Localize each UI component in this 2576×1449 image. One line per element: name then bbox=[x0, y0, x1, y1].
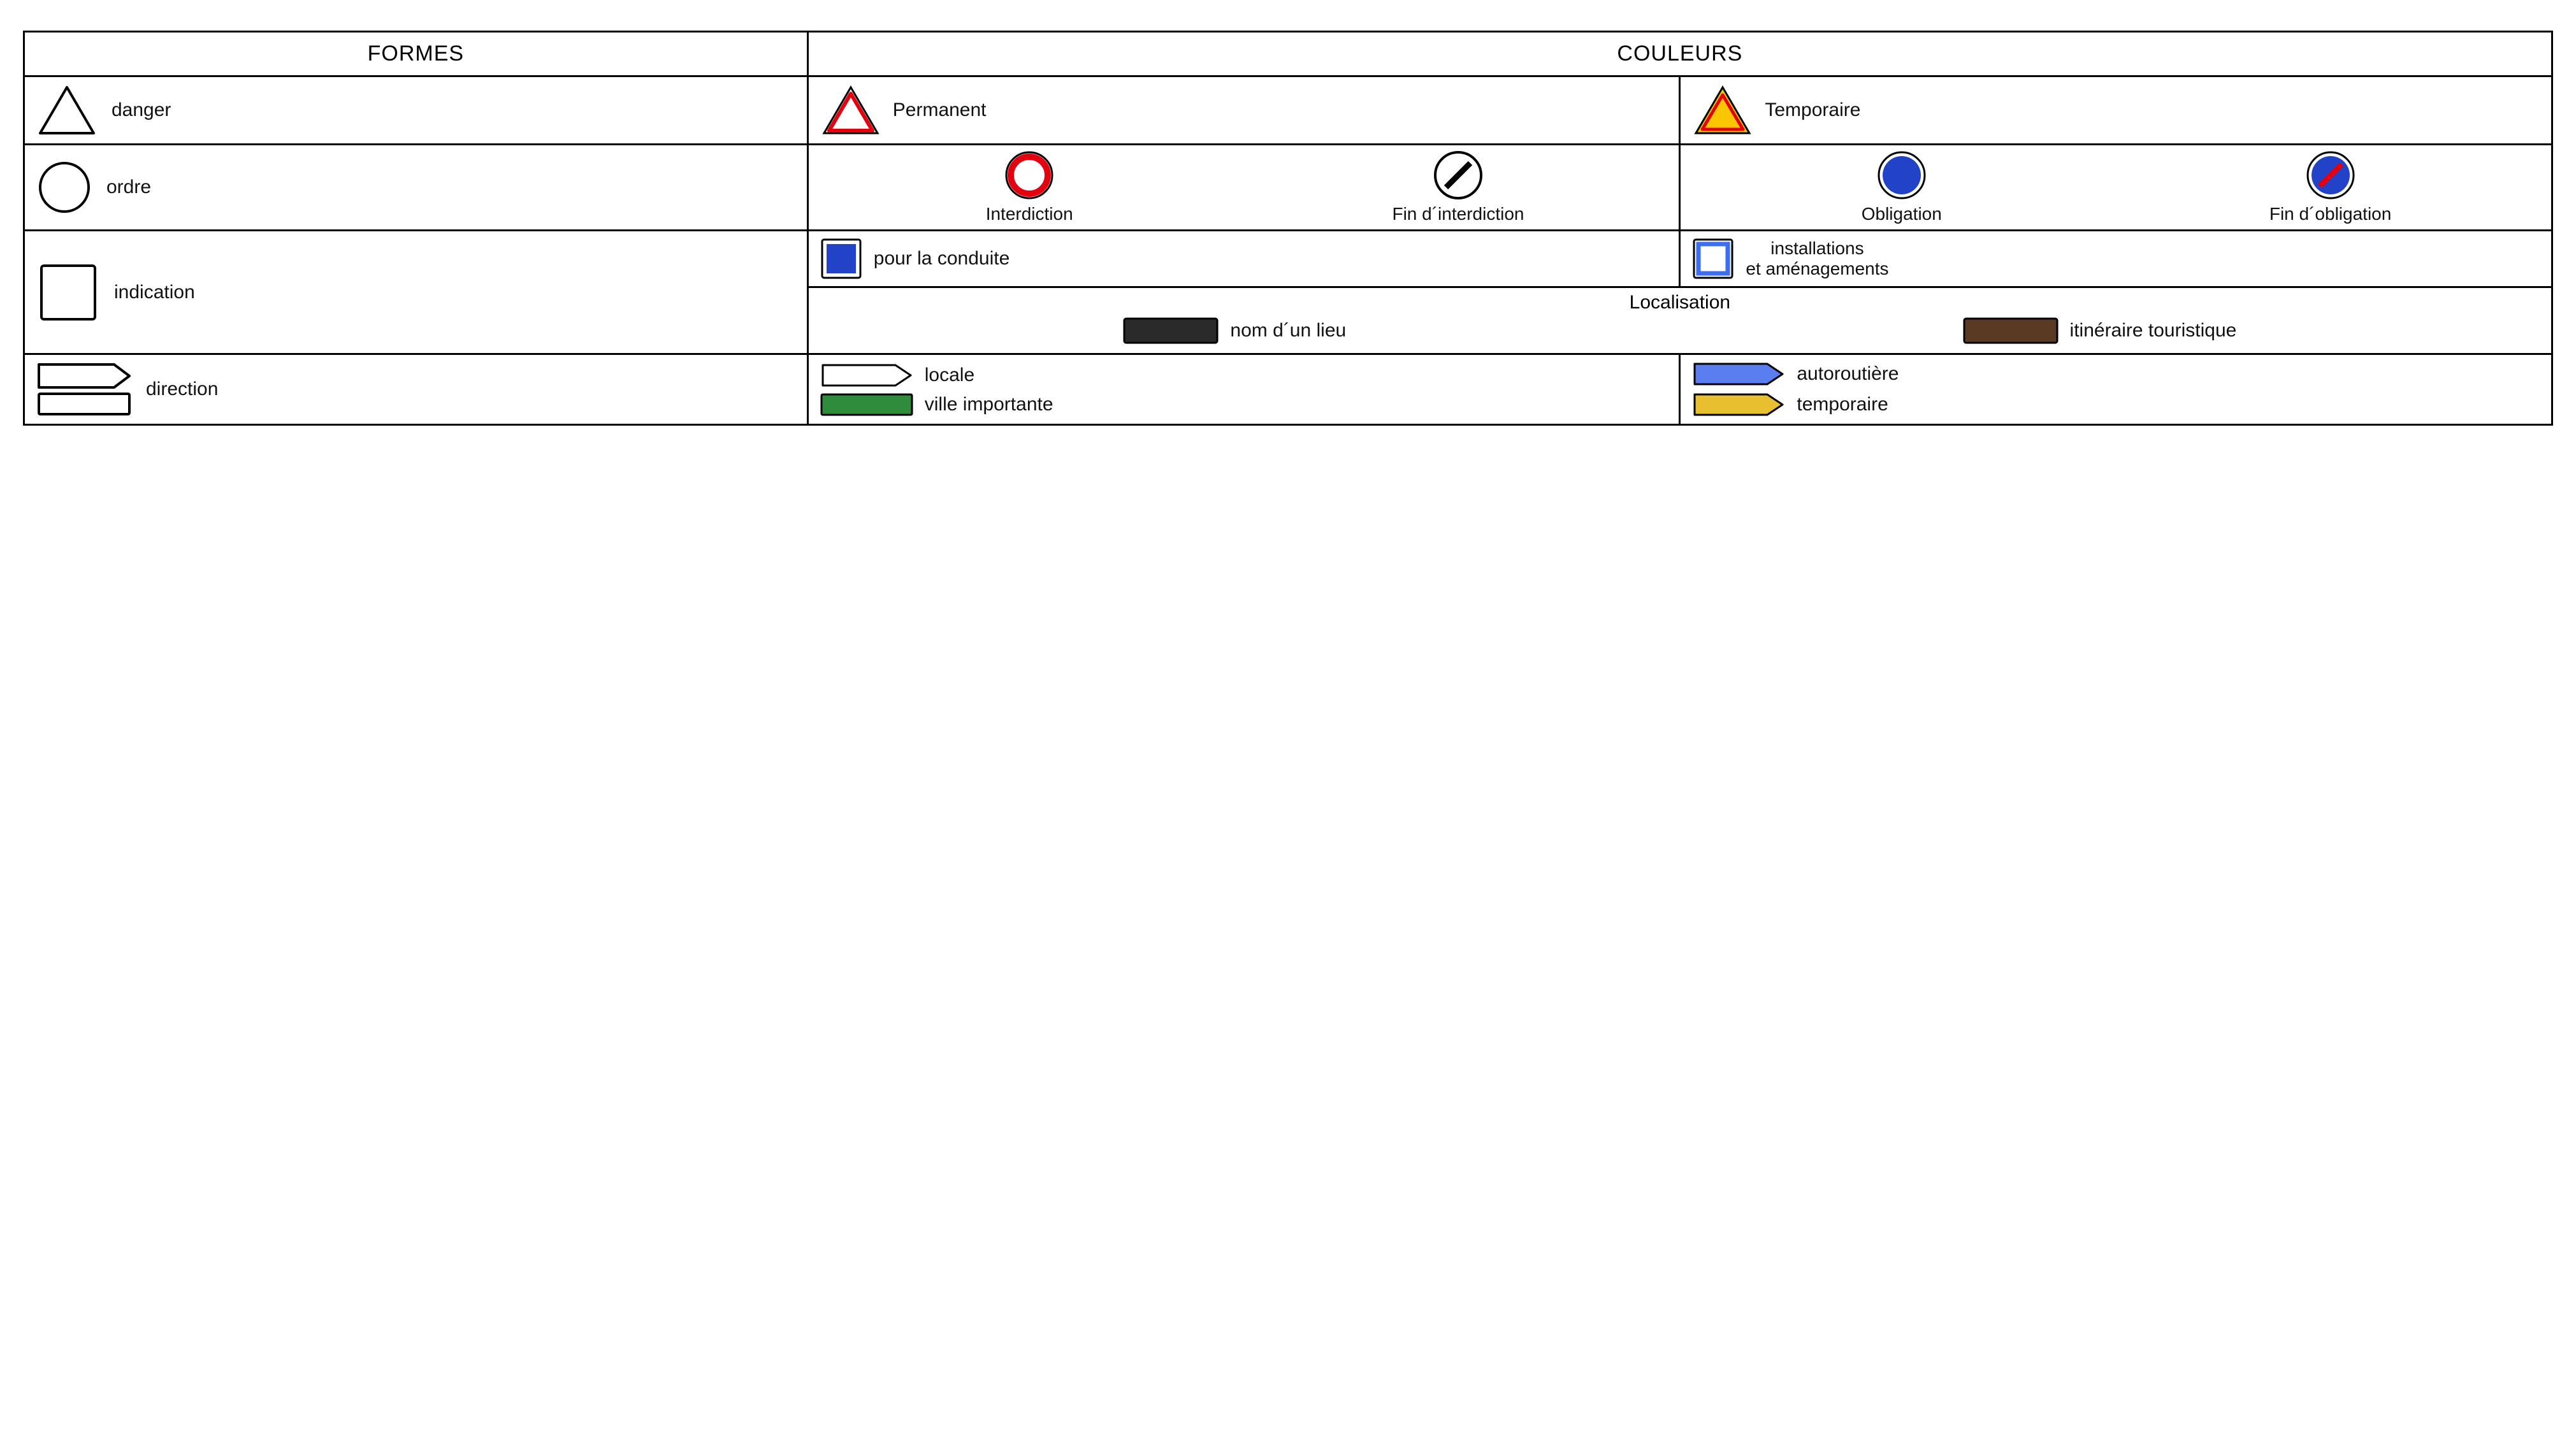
square-outline-icon bbox=[36, 261, 100, 324]
triangle-outline-icon bbox=[36, 83, 98, 137]
temporaire-dir-label: temporaire bbox=[1797, 394, 1888, 415]
interdiction-label: Interdiction bbox=[986, 204, 1073, 224]
indication-installations: installations et aménagements bbox=[1681, 231, 2551, 286]
permanent-label: Permanent bbox=[893, 99, 987, 121]
itineraire-label: itinéraire touristique bbox=[2070, 320, 2237, 342]
temporaire-label: Temporaire bbox=[1765, 99, 1860, 121]
ordre-label: ordre bbox=[106, 177, 151, 198]
nom-lieu-label: nom d´un lieu bbox=[1230, 320, 1346, 342]
indication-label: indication bbox=[114, 282, 195, 303]
circle-black-slash-icon bbox=[1433, 150, 1483, 200]
danger-label: danger bbox=[112, 99, 171, 121]
conduite-label: pour la conduite bbox=[874, 248, 1010, 270]
loc-itineraire: itinéraire touristique bbox=[1963, 317, 2237, 344]
rect-green-icon bbox=[820, 393, 913, 416]
fin-obligation-label: Fin d´obligation bbox=[2269, 204, 2391, 224]
arrow-yellow-icon bbox=[1692, 392, 1785, 417]
indication-conduite: pour la conduite bbox=[809, 231, 1679, 286]
arrow-white-icon bbox=[820, 363, 913, 388]
installations-line1: installations bbox=[1746, 238, 1888, 259]
square-blue-outline-icon bbox=[1692, 238, 1734, 280]
direction-left: locale ville importante bbox=[809, 356, 1679, 422]
circle-blue-redslash-icon bbox=[2306, 150, 2355, 200]
localisation-title: Localisation bbox=[809, 288, 2551, 314]
fin-interdiction-label: Fin d´interdiction bbox=[1392, 204, 1524, 224]
plaque-brown-icon bbox=[1963, 317, 2059, 344]
triangle-red-icon bbox=[820, 83, 881, 137]
forme-danger: danger bbox=[25, 77, 807, 143]
ordre-left: Interdiction Fin d´interdiction bbox=[809, 145, 1679, 229]
circle-outline-icon bbox=[36, 159, 92, 215]
header-formes: FORMES bbox=[24, 32, 808, 76]
loc-nom-lieu: nom d´un lieu bbox=[1123, 317, 1346, 344]
ordre-right: Obligation Fin d´obligation bbox=[1681, 145, 2551, 229]
triangle-yellow-icon bbox=[1692, 83, 1753, 137]
arrow-blue-icon bbox=[1692, 361, 1785, 387]
direction-label: direction bbox=[146, 378, 218, 400]
locale-label: locale bbox=[925, 364, 974, 386]
circle-red-ring-icon bbox=[1004, 150, 1054, 200]
square-blue-filled-icon bbox=[820, 238, 862, 280]
danger-temporaire: Temporaire bbox=[1681, 77, 2551, 143]
forme-direction: direction bbox=[25, 356, 807, 423]
direction-outline-icon bbox=[36, 362, 132, 417]
danger-permanent: Permanent bbox=[809, 77, 1679, 143]
direction-right: autoroutière temporaire bbox=[1681, 355, 2551, 424]
header-couleurs: COULEURS bbox=[807, 32, 2552, 76]
obligation-label: Obligation bbox=[1862, 204, 1942, 224]
autoroutiere-label: autoroutière bbox=[1797, 363, 1899, 385]
forme-ordre: ordre bbox=[25, 153, 807, 222]
installations-line2: et aménagements bbox=[1746, 259, 1888, 279]
legend-table: FORMES COULEURS danger Permanent Tempora… bbox=[23, 31, 2553, 426]
forme-indication: indication bbox=[25, 254, 807, 331]
localisation-cell: Localisation nom d´un lieu itinéraire to… bbox=[807, 287, 2552, 354]
plaque-dark-icon bbox=[1123, 317, 1219, 344]
ville-label: ville importante bbox=[925, 394, 1053, 415]
circle-blue-icon bbox=[1877, 150, 1927, 200]
